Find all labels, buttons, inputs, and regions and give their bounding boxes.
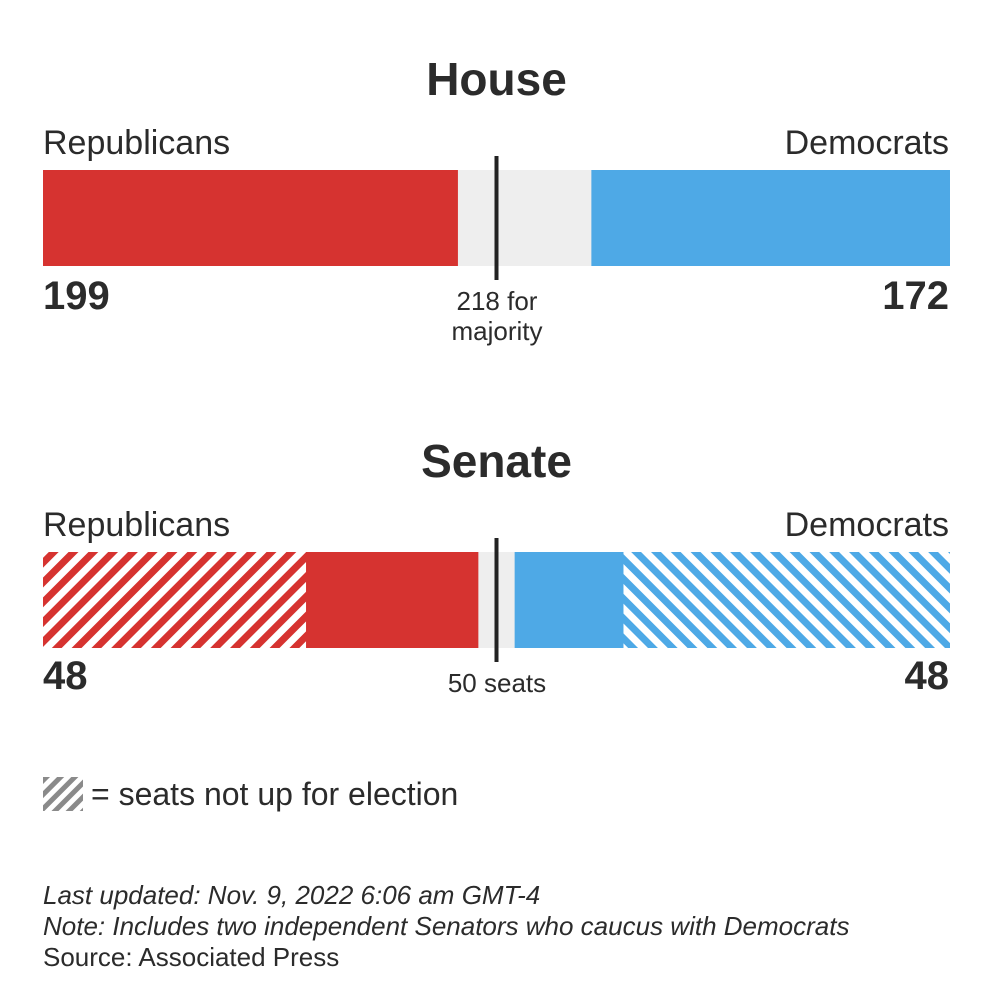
legend-text: = seats not up for election (91, 775, 459, 812)
house-republicans-bar (43, 170, 458, 266)
legend: = seats not up for election (43, 774, 458, 814)
house-democrats-label: Democrats (784, 124, 949, 162)
house-majority-line1: 218 for (456, 286, 538, 316)
senate-republicans-not-up-bar (43, 552, 307, 648)
senate-majority-label: 50 seats (397, 668, 597, 698)
senate-democrats-label: Democrats (784, 506, 949, 544)
house-majority-label: 218 for majority (397, 286, 597, 346)
senate-seat-bar (43, 538, 950, 662)
senate-republicans-label: Republicans (43, 506, 231, 544)
note-text: Note: Includes two independent Senators … (43, 911, 850, 941)
source-text: Source: Associated Press (43, 942, 340, 972)
footer: Last updated: Nov. 9, 2022 6:06 am GMT-4… (43, 880, 849, 973)
house-democrats-count: 172 (882, 274, 949, 318)
senate-democrats-not-up-bar (623, 552, 950, 648)
house-republicans-label: Republicans (43, 124, 231, 162)
house-democrats-bar (591, 170, 950, 266)
senate-title: Senate (421, 435, 572, 487)
senate-republicans-count: 48 (43, 654, 88, 698)
hatch-swatch-icon (43, 777, 83, 811)
last-updated-text: Last updated: Nov. 9, 2022 6:06 am GMT-4 (43, 880, 541, 910)
house-republicans-count: 199 (43, 274, 110, 318)
senate-democrats-count: 48 (904, 654, 950, 698)
house-title: House (426, 53, 567, 105)
senate-majority-line1: 50 seats (447, 668, 547, 698)
house-seat-bar (43, 156, 950, 280)
house-majority-line2: majority (451, 316, 543, 346)
